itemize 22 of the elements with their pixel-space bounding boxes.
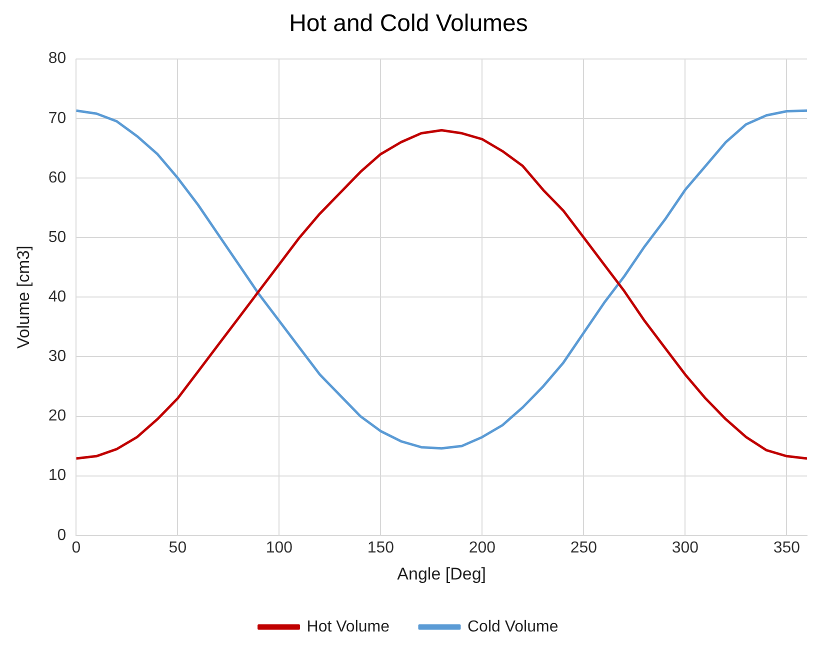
x-tick-label: 300 <box>672 539 699 556</box>
y-tick-label: 80 <box>48 50 66 68</box>
x-tick-label: 250 <box>570 539 598 556</box>
x-tick-label: 350 <box>773 539 800 556</box>
y-tick-label: 40 <box>48 288 66 306</box>
y-axis-title: Volume [cm3] <box>14 246 33 349</box>
y-tick-label: 70 <box>48 110 66 127</box>
x-axis-title: Angle [Deg] <box>397 564 486 584</box>
y-tick-label: 0 <box>57 526 66 544</box>
x-tick-label: 0 <box>72 539 81 556</box>
y-tick-label: 60 <box>48 169 66 186</box>
x-tick-label: 50 <box>168 539 187 556</box>
legend-label: Cold Volume <box>467 618 558 636</box>
chart-title: Hot and Cold Volumes <box>289 10 528 38</box>
x-tick-label: 200 <box>468 539 496 556</box>
y-tick-label: 10 <box>48 467 66 484</box>
legend-label: Hot Volume <box>306 618 390 636</box>
x-tick-label: 150 <box>367 539 394 556</box>
y-tick-label: 30 <box>48 348 66 366</box>
y-tick-label: 20 <box>48 408 66 425</box>
x-tick-label: 100 <box>266 539 293 556</box>
y-tick-label: 50 <box>48 228 66 246</box>
